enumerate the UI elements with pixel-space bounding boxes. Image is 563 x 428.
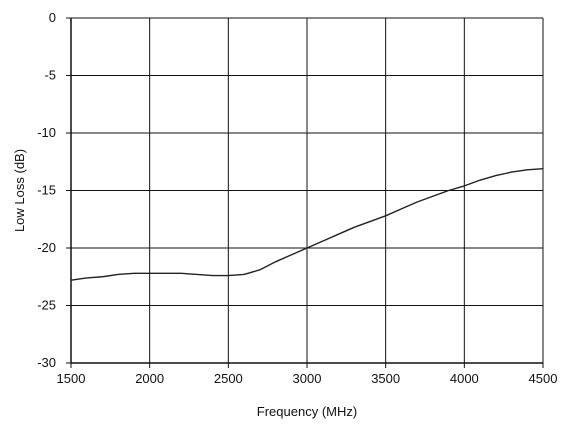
x-tick-label-1500: 1500 [57, 371, 86, 386]
y-axis-title: Low Loss (dB) [12, 149, 27, 232]
y-tick-label-0: 0 [49, 10, 56, 25]
x-tick-label-4500: 4500 [529, 371, 558, 386]
y-tick-label-m30: -30 [37, 355, 56, 370]
y-tick-label-m10: -10 [37, 125, 56, 140]
grid-layer [70, 17, 544, 364]
x-tick-label-3500: 3500 [371, 371, 400, 386]
y-tick-label-m20: -20 [37, 240, 56, 255]
x-tick-label-3000: 3000 [293, 371, 322, 386]
x-tick-label-4000: 4000 [450, 371, 479, 386]
series-layer [70, 167, 544, 281]
x-axis-title: Frequency (MHz) [257, 404, 357, 419]
x-tick-label-2000: 2000 [135, 371, 164, 386]
y-tick-label-m5: -5 [44, 68, 56, 83]
axis-layer [66, 17, 544, 368]
label-layer: 1500 2000 2500 3000 3500 4000 4500 0 -5 -10 -15 -20… [12, 10, 557, 419]
x-tick-label-2500: 2500 [214, 371, 243, 386]
y-tick-label-m25: -25 [37, 298, 56, 313]
y-tick-label-m15: -15 [37, 183, 56, 198]
